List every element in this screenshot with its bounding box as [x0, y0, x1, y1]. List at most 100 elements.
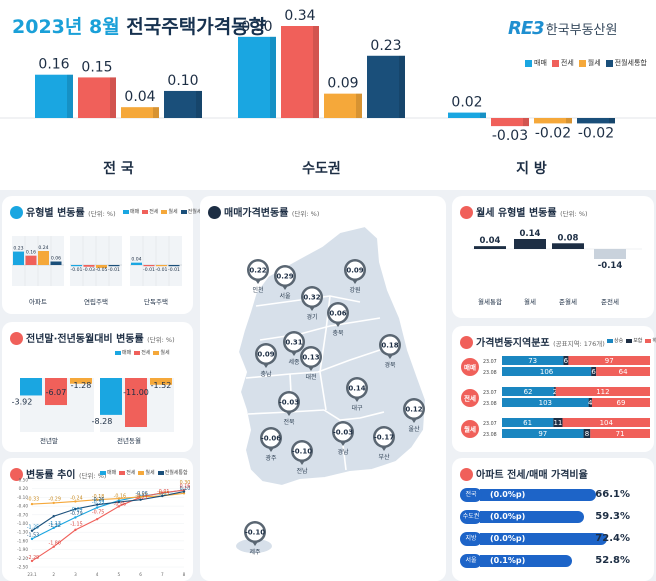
pin-value: -0.10: [292, 448, 312, 456]
legend-label: 보합: [633, 338, 643, 344]
bar-전월세통합: [108, 265, 120, 267]
data-label: -1.25: [27, 524, 39, 530]
data-label: 0.16: [180, 484, 191, 490]
value-label: 0.16: [38, 57, 69, 73]
bar-매매: [238, 36, 276, 118]
trend-legend: 매매 전세 월세 전월세통합: [97, 469, 188, 476]
region-label: 경남: [337, 448, 349, 456]
period-label: 23.07: [483, 359, 497, 365]
value-label: -0.14: [598, 261, 623, 271]
value-label: -0.01: [156, 267, 168, 273]
segment-value: 69: [617, 399, 626, 407]
pin-inner: [334, 423, 352, 441]
segment-value: 8: [585, 430, 589, 438]
pin-inner: [262, 429, 280, 447]
legend-swatch: [525, 59, 532, 67]
legend-label: 매매: [534, 59, 547, 67]
segment-value: 2: [553, 388, 557, 396]
segment-value: 64: [619, 368, 628, 376]
bar-매매: [71, 265, 82, 267]
region-label: 전남: [296, 467, 308, 475]
legend-swatch: [138, 470, 145, 475]
pin-inner: [246, 523, 264, 541]
y-tick: 0.20: [19, 486, 29, 491]
value-label: 0.16: [26, 250, 36, 256]
pin-inner: [381, 336, 399, 354]
region-label: 인천: [252, 286, 263, 294]
bar-전월세통합: [50, 261, 62, 265]
distribution-chart: 매매 23.07 73 6 97 23.08 106 6 64 전세 23.07 62 2 112 23.0…: [461, 356, 650, 438]
segment: [502, 398, 589, 407]
ratio-card: 아파트 전세/매매 가격비율 (0.0%p) 전국 66.1% (0.0%p) 수도권 5…: [452, 458, 654, 581]
series-point: [139, 495, 142, 499]
period-label: 23.08: [483, 432, 497, 438]
legend-swatch: [134, 350, 141, 355]
legend-label: 매매: [107, 470, 117, 476]
legend-label: 전월세통합: [164, 470, 188, 476]
title-text: 전국주택가격동향: [119, 16, 267, 38]
segment: [502, 418, 554, 427]
home-icon: [460, 205, 473, 219]
legend-label: 월세: [587, 59, 601, 67]
segment-value: 97: [538, 430, 547, 438]
calendar-icon: [10, 331, 23, 345]
yearly-change-card: 전년말·전년동월대비 변동률 (단위: %) 매매 전세 월세 -3.92 -6.07…: [2, 322, 193, 452]
series-point: [74, 528, 77, 532]
region-label: 충북: [332, 329, 344, 337]
ratio-region-label: 지방: [460, 532, 482, 546]
segment-value: 4: [588, 399, 593, 407]
region-label: 광주: [265, 455, 277, 462]
value-label: 0.23: [370, 38, 401, 54]
bar-shade: [313, 26, 319, 118]
yearly-change-title: 전년말·전년동월대비 변동률 (단위: %): [10, 330, 175, 346]
data-label: -1.22: [49, 523, 61, 529]
trend-card: 변동률 추이 (단위: %) 매매 전세 월세 전월세통합 0.50 0.20 -0.10…: [2, 458, 193, 581]
legend-label: 전세: [141, 350, 151, 356]
data-label: -0.05: [157, 491, 169, 497]
category-label: 지 방: [516, 160, 547, 177]
value-label: -1.28: [71, 381, 92, 390]
bar-shade: [523, 118, 529, 127]
category-label: 수도권: [302, 161, 341, 177]
legend-swatch: [607, 338, 613, 343]
value-label: 0.04: [124, 89, 155, 105]
type-change-title: 유형별 변동률 (단위: %): [10, 204, 116, 220]
group-label: 전세: [464, 394, 476, 403]
trend-title: 변동률 추이 (단위: %): [10, 466, 106, 482]
segment: [562, 418, 650, 427]
region-label: 전북: [283, 418, 295, 426]
region-label: 경기: [306, 313, 317, 321]
legend-label: 전세: [560, 59, 574, 67]
group-badge: [461, 389, 479, 407]
legend-label: 전세: [126, 470, 136, 476]
bar-shade: [609, 118, 615, 124]
pin-value: 0.18: [381, 342, 398, 350]
value-label: -0.01: [143, 267, 155, 273]
data-label: -1.15: [70, 522, 82, 528]
pin-value: 0.29: [276, 273, 293, 281]
category-label: 준월세: [559, 297, 577, 306]
ratio-bar: (0.1%p): [480, 555, 573, 567]
series-point: [117, 505, 121, 508]
x-tick: 23.1: [27, 572, 37, 577]
legend-swatch: [100, 470, 106, 475]
summary-chart: 0.16 0.15 0.04 0.10 전 국 0.30 0.34 0.09 0.23 수도권 0.…: [0, 8, 656, 177]
data-label: -2.29: [27, 555, 39, 561]
series-line-전세: [31, 489, 185, 562]
distribution-card: 가격변동지역분포 (공표지역: 176개) 상승보합하락 매매23.077369…: [452, 326, 656, 452]
legend-label: 전세: [149, 209, 159, 215]
data-label: -0.13: [135, 493, 147, 499]
legend-swatch: [142, 209, 149, 214]
pin-value: 0.32: [303, 294, 320, 302]
segment: [502, 367, 592, 376]
legend-label: 전월세통합: [614, 59, 647, 67]
bar-매매: [448, 112, 486, 118]
value-label: -0.05: [96, 267, 108, 273]
segment: [588, 398, 592, 407]
pin-value: 0.09: [257, 351, 274, 359]
korea-mainland: [236, 224, 428, 488]
value-label: 0.23: [13, 246, 23, 252]
value-label: 0.09: [327, 76, 358, 92]
pin-inner: [346, 261, 364, 279]
